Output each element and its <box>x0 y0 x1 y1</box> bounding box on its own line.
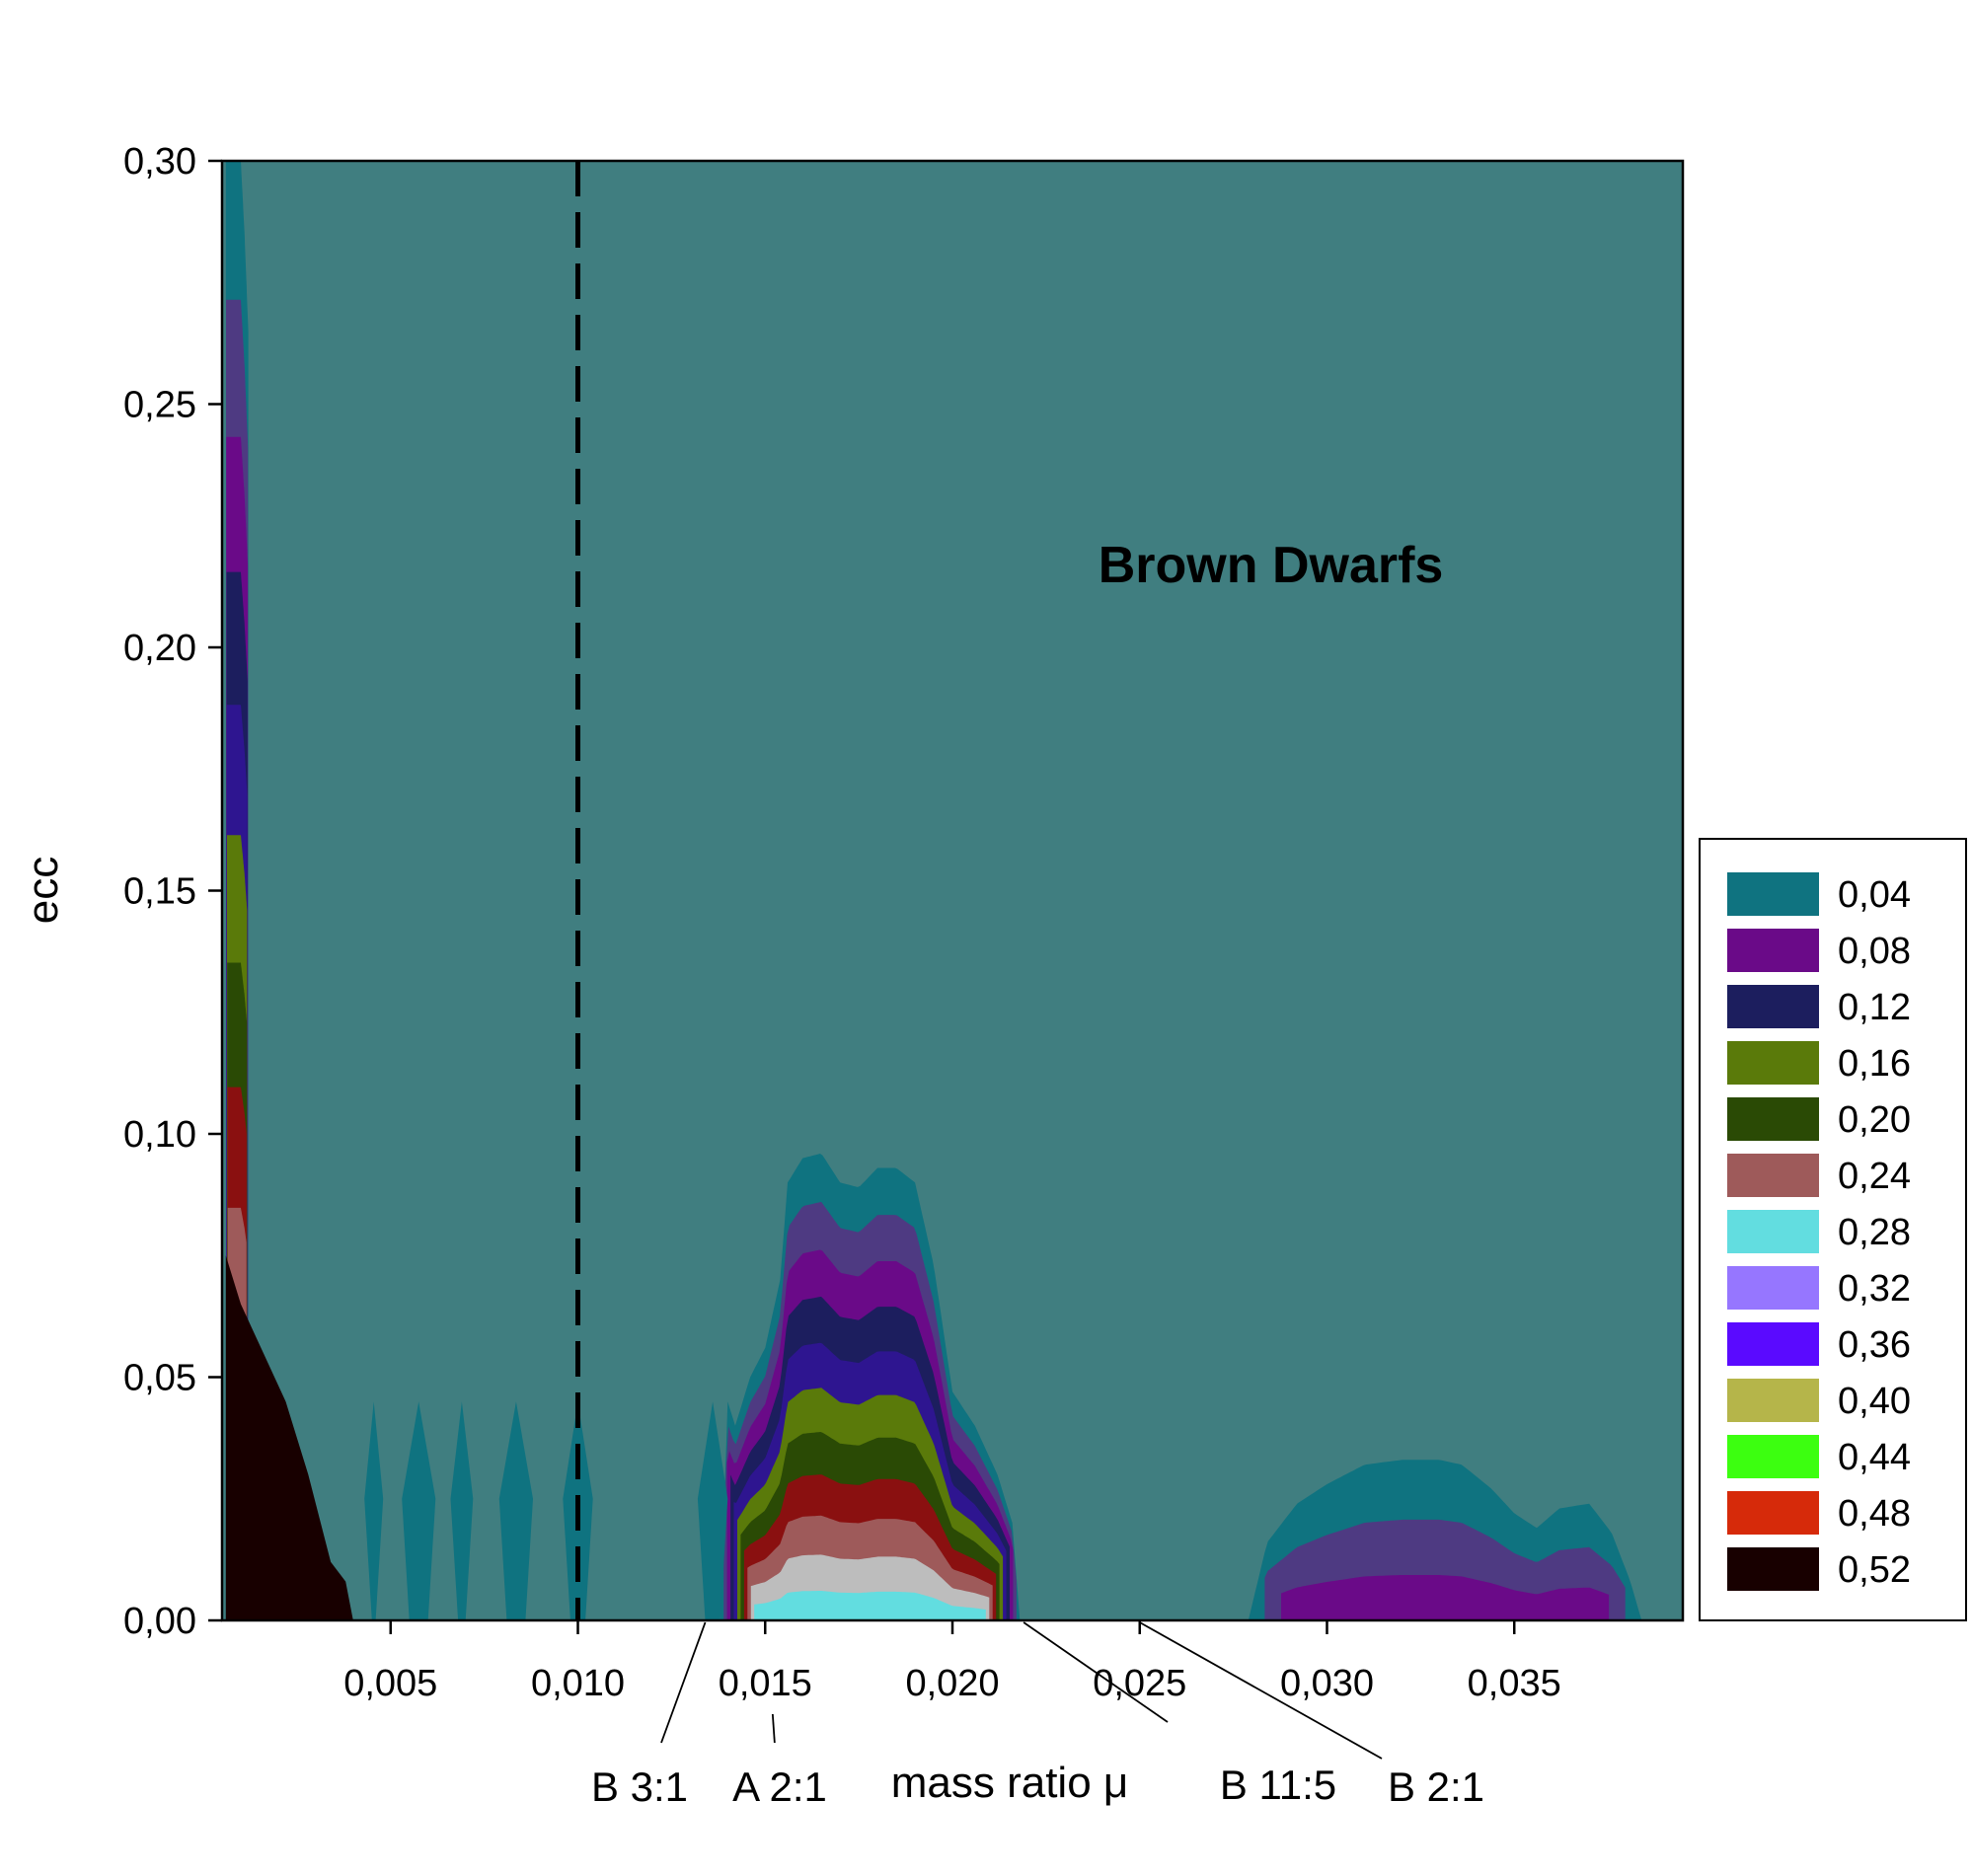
contour-band <box>754 1591 986 1620</box>
y-tick-label: 0,00 <box>123 1601 196 1642</box>
y-tick-label: 0,20 <box>123 628 196 669</box>
legend-swatch <box>1727 1379 1819 1422</box>
legend-swatch <box>1727 929 1819 972</box>
legend-label: 0,36 <box>1838 1324 1911 1366</box>
resonance-label: B 2:1 <box>1388 1763 1484 1810</box>
legend-swatch <box>1727 1154 1819 1197</box>
legend-swatch <box>1727 1547 1819 1591</box>
contour-band <box>364 1401 384 1620</box>
legend-label: 0,48 <box>1838 1493 1911 1535</box>
legend-label: 0,44 <box>1838 1437 1911 1478</box>
x-axis: 0,005 0,010 0,015 0,020 0,025 0,030 0,035 <box>343 1620 1561 1704</box>
plot-background <box>222 161 1683 1620</box>
y-tick-label: 0,25 <box>123 385 196 426</box>
legend-label: 0,08 <box>1838 931 1911 972</box>
legend-label: 0,40 <box>1838 1381 1911 1422</box>
resonance-label: A 2:1 <box>732 1763 827 1810</box>
legend-label: 0,16 <box>1838 1043 1911 1085</box>
x-tick-label: 0,020 <box>905 1663 999 1704</box>
legend-swatch <box>1727 1322 1819 1366</box>
x-axis-title: mass ratio μ <box>891 1759 1129 1807</box>
legend-swatch <box>1727 1491 1819 1535</box>
y-tick-label: 0,10 <box>123 1114 196 1156</box>
legend-label: 0,24 <box>1838 1156 1911 1197</box>
resonance-leader <box>771 1713 776 1744</box>
contour-band <box>498 1401 533 1620</box>
resonance-leader <box>660 1621 707 1744</box>
y-axis: 0,00 0,05 0,10 0,15 0,20 0,25 0,30 <box>123 141 222 1642</box>
resonance-label: B 3:1 <box>591 1763 688 1810</box>
x-tick-label: 0,005 <box>343 1663 437 1704</box>
legend-swatch <box>1727 872 1819 916</box>
x-tick-label: 0,030 <box>1280 1663 1374 1704</box>
legend-label: 0,12 <box>1838 987 1911 1028</box>
x-tick-label: 0,010 <box>531 1663 625 1704</box>
legend-label: 0,32 <box>1838 1268 1911 1310</box>
contour-band <box>697 1401 728 1620</box>
legend-swatch <box>1727 1041 1819 1085</box>
contour-band <box>450 1401 474 1620</box>
region-label: Brown Dwarfs <box>1099 537 1444 594</box>
contour-band <box>402 1401 436 1620</box>
resonance-leader <box>1139 1621 1383 1760</box>
x-tick-label: 0,025 <box>1093 1663 1186 1704</box>
y-tick-label: 0,05 <box>123 1358 196 1399</box>
contour-bands <box>225 161 1642 1620</box>
contour-band <box>1281 1575 1610 1620</box>
legend-label: 0,52 <box>1838 1549 1911 1591</box>
legend: 0,04 0,08 0,12 0,16 0,20 0,24 0,28 0,32 0,36 0,40… <box>1699 838 1967 1621</box>
legend-label: 0,28 <box>1838 1212 1911 1253</box>
x-tick-label: 0,015 <box>719 1663 812 1704</box>
resonance-annotations: B 3:1 A 2:1 B 11:5 B 2:1 <box>591 1621 1484 1810</box>
y-tick-label: 0,30 <box>123 141 196 183</box>
y-axis-title: ecc <box>19 857 67 924</box>
y-tick-label: 0,15 <box>123 871 196 913</box>
resonance-label: B 11:5 <box>1220 1762 1336 1808</box>
legend-swatch <box>1727 1266 1819 1310</box>
legend-label: 0,20 <box>1838 1099 1911 1141</box>
resonance-leader <box>1023 1621 1169 1723</box>
legend-swatch <box>1727 1097 1819 1141</box>
legend-swatch <box>1727 1435 1819 1478</box>
contour-band <box>225 1255 353 1620</box>
legend-label: 0,04 <box>1838 874 1911 916</box>
legend-swatch <box>1727 985 1819 1028</box>
legend-swatch <box>1727 1210 1819 1253</box>
x-tick-label: 0,035 <box>1468 1663 1561 1704</box>
